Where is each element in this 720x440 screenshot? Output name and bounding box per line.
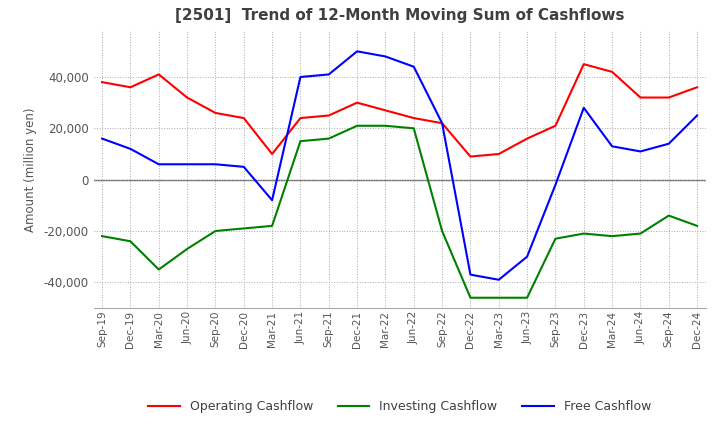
- Line: Operating Cashflow: Operating Cashflow: [102, 64, 697, 157]
- Investing Cashflow: [495, 295, 503, 301]
- Operating Cashflow: [126, 84, 135, 90]
- Free Cashflow: [126, 146, 135, 151]
- Investing Cashflow: [636, 231, 644, 236]
- Investing Cashflow: [523, 295, 531, 301]
- Free Cashflow: [466, 272, 474, 277]
- Free Cashflow: [240, 164, 248, 169]
- Operating Cashflow: [608, 69, 616, 74]
- Investing Cashflow: [580, 231, 588, 236]
- Investing Cashflow: [325, 136, 333, 141]
- Investing Cashflow: [410, 126, 418, 131]
- Free Cashflow: [636, 149, 644, 154]
- Free Cashflow: [693, 113, 701, 118]
- Operating Cashflow: [268, 151, 276, 157]
- Investing Cashflow: [211, 228, 220, 234]
- Free Cashflow: [268, 198, 276, 203]
- Operating Cashflow: [551, 123, 559, 128]
- Investing Cashflow: [665, 213, 673, 218]
- Operating Cashflow: [665, 95, 673, 100]
- Investing Cashflow: [381, 123, 390, 128]
- Free Cashflow: [551, 182, 559, 187]
- Investing Cashflow: [98, 234, 107, 239]
- Line: Investing Cashflow: Investing Cashflow: [102, 126, 697, 298]
- Free Cashflow: [608, 143, 616, 149]
- Investing Cashflow: [126, 238, 135, 244]
- Free Cashflow: [580, 105, 588, 110]
- Free Cashflow: [98, 136, 107, 141]
- Operating Cashflow: [466, 154, 474, 159]
- Free Cashflow: [665, 141, 673, 147]
- Operating Cashflow: [296, 115, 305, 121]
- Operating Cashflow: [636, 95, 644, 100]
- Investing Cashflow: [268, 223, 276, 228]
- Investing Cashflow: [353, 123, 361, 128]
- Investing Cashflow: [155, 267, 163, 272]
- Operating Cashflow: [155, 72, 163, 77]
- Y-axis label: Amount (million yen): Amount (million yen): [24, 107, 37, 231]
- Operating Cashflow: [381, 108, 390, 113]
- Investing Cashflow: [693, 223, 701, 228]
- Operating Cashflow: [495, 151, 503, 157]
- Operating Cashflow: [353, 100, 361, 105]
- Operating Cashflow: [523, 136, 531, 141]
- Operating Cashflow: [240, 115, 248, 121]
- Legend: Operating Cashflow, Investing Cashflow, Free Cashflow: Operating Cashflow, Investing Cashflow, …: [143, 395, 656, 418]
- Investing Cashflow: [608, 234, 616, 239]
- Operating Cashflow: [183, 95, 192, 100]
- Free Cashflow: [381, 54, 390, 59]
- Investing Cashflow: [240, 226, 248, 231]
- Free Cashflow: [495, 277, 503, 282]
- Investing Cashflow: [466, 295, 474, 301]
- Operating Cashflow: [438, 121, 446, 126]
- Line: Free Cashflow: Free Cashflow: [102, 51, 697, 280]
- Free Cashflow: [155, 161, 163, 167]
- Free Cashflow: [183, 161, 192, 167]
- Free Cashflow: [410, 64, 418, 70]
- Investing Cashflow: [551, 236, 559, 241]
- Free Cashflow: [523, 254, 531, 259]
- Operating Cashflow: [580, 62, 588, 67]
- Free Cashflow: [325, 72, 333, 77]
- Free Cashflow: [353, 49, 361, 54]
- Free Cashflow: [438, 121, 446, 126]
- Investing Cashflow: [183, 246, 192, 252]
- Operating Cashflow: [693, 84, 701, 90]
- Operating Cashflow: [325, 113, 333, 118]
- Title: [2501]  Trend of 12-Month Moving Sum of Cashflows: [2501] Trend of 12-Month Moving Sum of C…: [175, 7, 624, 23]
- Free Cashflow: [296, 74, 305, 80]
- Operating Cashflow: [98, 80, 107, 85]
- Operating Cashflow: [410, 115, 418, 121]
- Investing Cashflow: [438, 228, 446, 234]
- Free Cashflow: [211, 161, 220, 167]
- Operating Cashflow: [211, 110, 220, 116]
- Investing Cashflow: [296, 139, 305, 144]
